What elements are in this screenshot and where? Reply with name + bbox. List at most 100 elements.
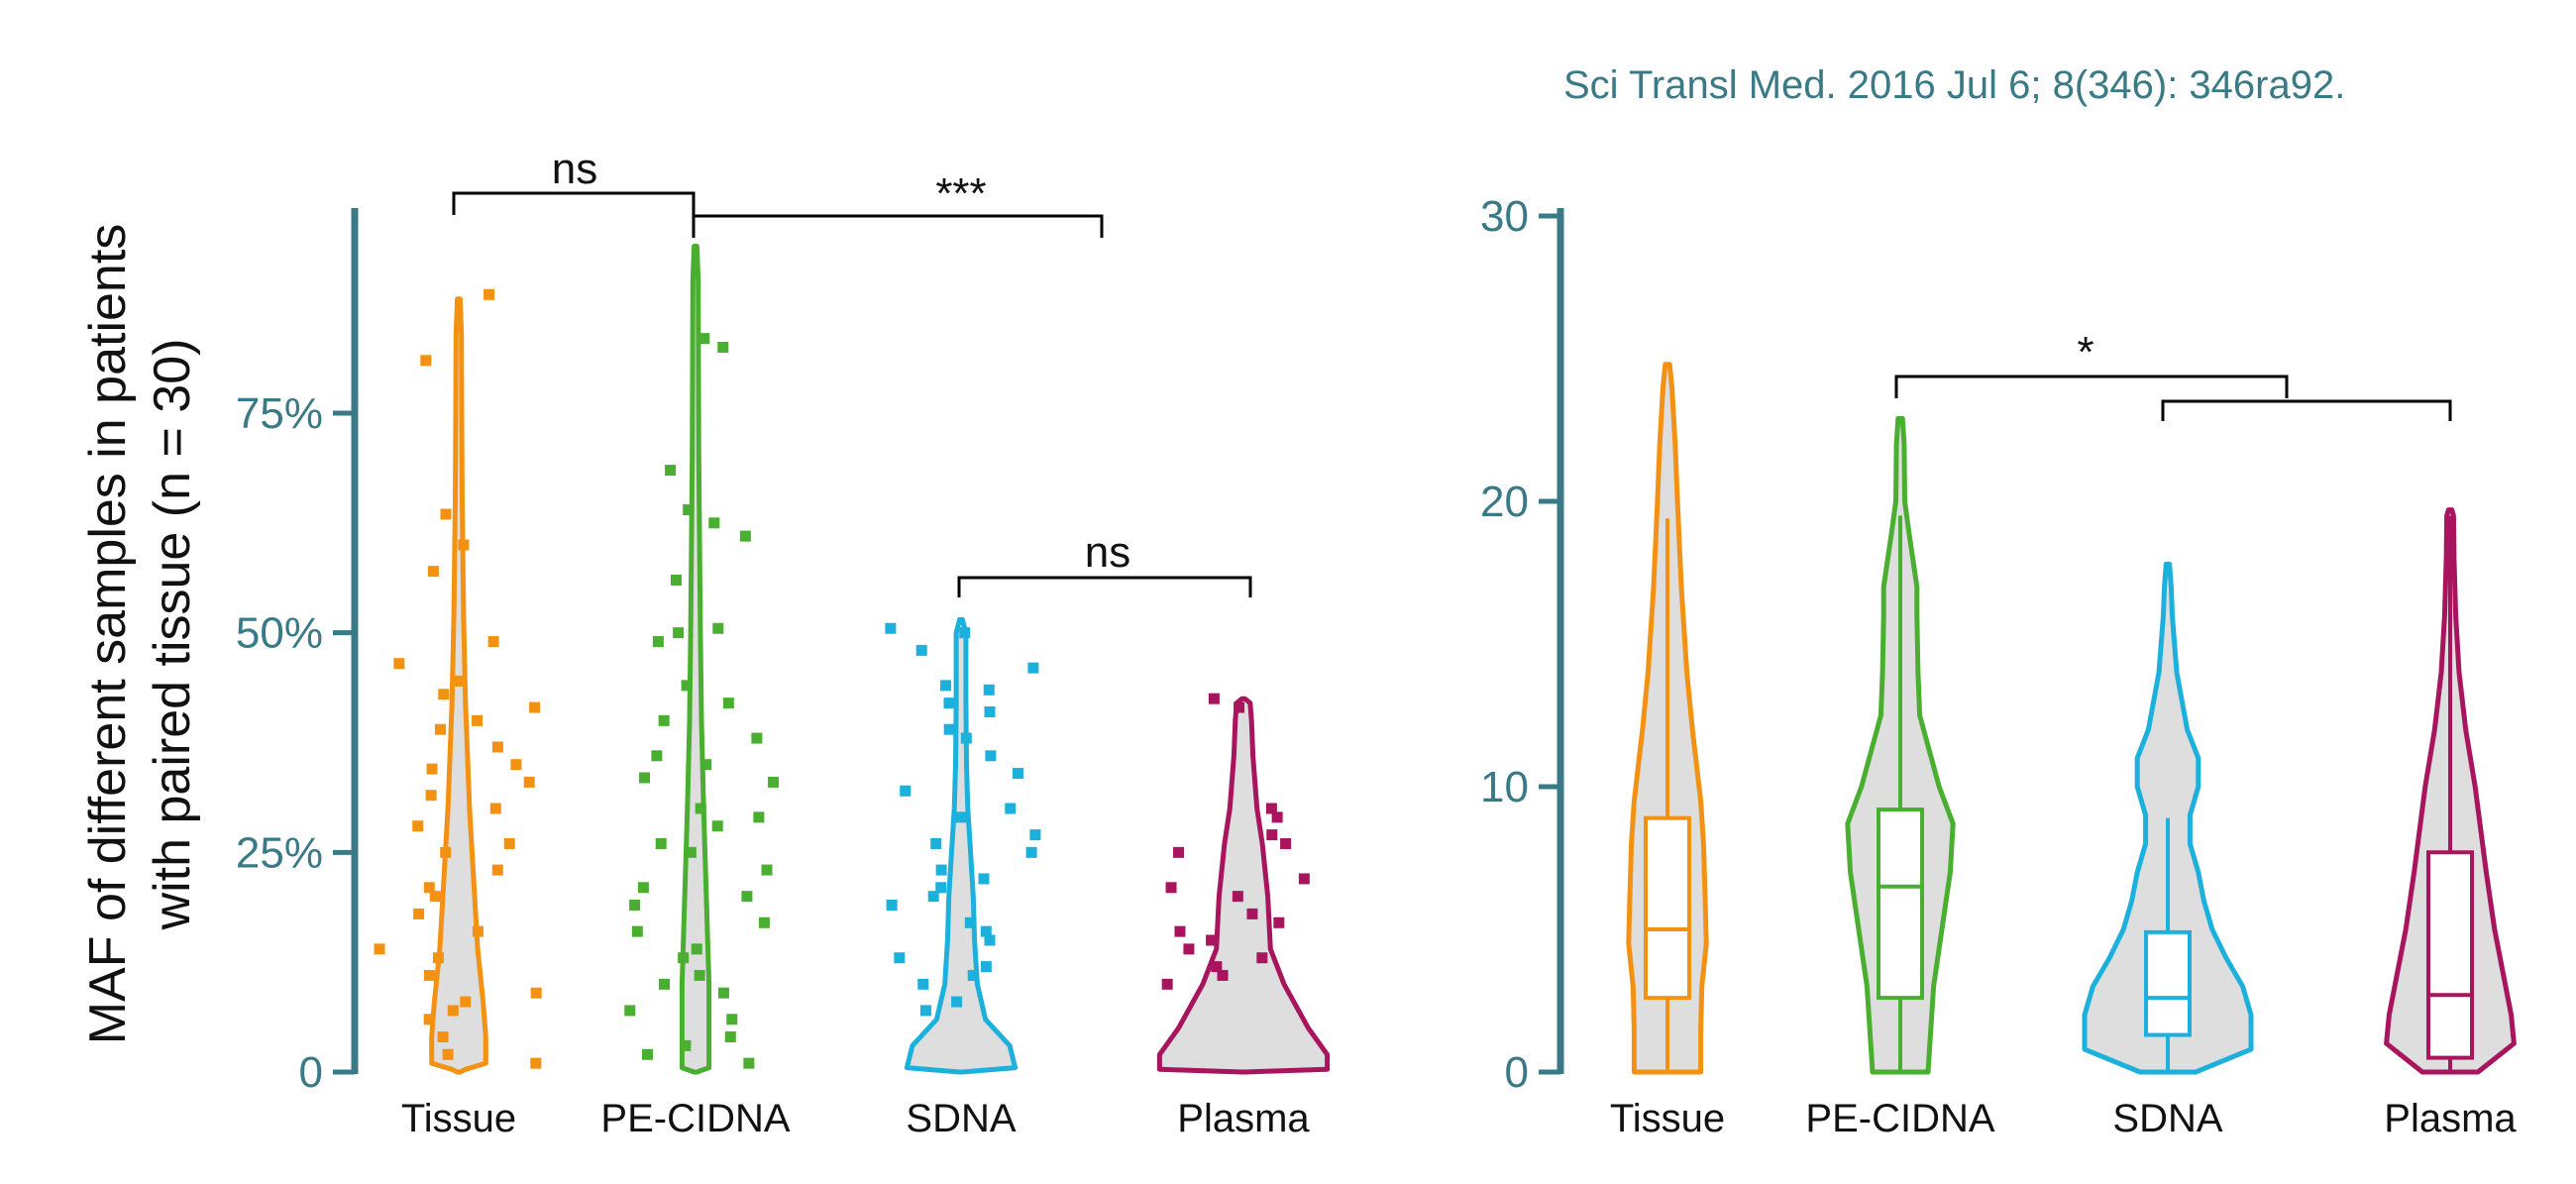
data-point-plasma <box>1206 934 1218 946</box>
data-point-tissue <box>458 539 470 551</box>
data-point-plasma <box>1280 837 1292 849</box>
data-point-tissue <box>503 837 515 849</box>
data-point-sdna <box>927 891 939 903</box>
data-point-sdna <box>967 969 979 981</box>
data-point-pe-cidna <box>767 776 779 788</box>
data-point-tissue <box>434 723 446 735</box>
data-point-sdna <box>980 925 992 937</box>
y-tick-label: 0 <box>299 1048 323 1097</box>
data-point-pe-cidna <box>691 943 702 955</box>
data-point-tissue <box>489 803 501 814</box>
data-point-tissue <box>460 996 472 1008</box>
data-point-sdna <box>886 900 898 912</box>
data-point-pe-cidna <box>712 622 724 634</box>
data-point-tissue <box>491 741 503 753</box>
data-point-pe-cidna <box>678 952 690 964</box>
data-point-tissue <box>438 689 450 700</box>
data-point-plasma <box>1265 803 1277 814</box>
data-point-sdna <box>935 882 947 894</box>
significance-label: *** <box>935 169 986 218</box>
data-point-pe-cidna <box>751 732 763 744</box>
boxplot-box-sdna <box>2144 929 2192 1037</box>
data-point-pe-cidna <box>724 1031 736 1043</box>
data-point-pe-cidna <box>698 333 710 345</box>
significance-bracket <box>692 214 1104 238</box>
data-point-plasma <box>1183 943 1195 955</box>
data-point-pe-cidna <box>753 811 765 823</box>
data-point-tissue <box>440 508 452 520</box>
data-point-pe-cidna <box>741 891 753 903</box>
data-point-sdna <box>955 811 967 823</box>
data-point-tissue <box>423 969 435 981</box>
data-point-sdna <box>951 996 963 1008</box>
significance-bracket <box>2161 399 2452 421</box>
data-point-pe-cidna <box>683 504 695 516</box>
data-point-plasma <box>1273 916 1285 928</box>
data-point-pe-cidna <box>722 698 734 709</box>
data-point-plasma <box>1211 961 1223 973</box>
x-tick-label-pe-cidna: PE-CIDNA <box>1805 1097 1994 1140</box>
data-point-tissue <box>487 636 499 648</box>
significance-bracket <box>1894 375 2289 398</box>
data-point-sdna <box>894 952 906 964</box>
data-point-pe-cidna <box>659 978 671 990</box>
significance-label: ns <box>1085 528 1130 577</box>
data-point-pe-cidna <box>631 925 643 937</box>
data-point-pe-cidna <box>658 714 670 726</box>
data-point-plasma <box>1174 925 1186 937</box>
data-point-pe-cidna <box>670 574 682 586</box>
x-tick-label-sdna: SDNA <box>2112 1097 2222 1140</box>
data-point-plasma <box>1173 846 1185 858</box>
violin-plasma <box>1156 696 1331 1075</box>
data-point-tissue <box>440 846 452 858</box>
data-point-pe-cidna <box>680 1039 692 1051</box>
data-point-tissue <box>523 776 535 788</box>
data-point-sdna <box>935 864 947 876</box>
data-point-tissue <box>413 908 425 919</box>
data-point-sdna <box>1012 768 1023 780</box>
data-point-sdna <box>943 723 955 735</box>
data-point-pe-cidna <box>651 750 663 762</box>
y-tick-label: 25% <box>236 828 323 877</box>
data-point-sdna <box>978 873 990 885</box>
y-axis-label-line: MAF of different samples in patients <box>79 224 137 1045</box>
data-point-tissue <box>420 355 432 367</box>
data-point-tissue <box>491 864 503 876</box>
data-point-sdna <box>919 1005 931 1017</box>
data-point-sdna <box>915 644 927 656</box>
data-point-sdna <box>930 837 942 849</box>
data-point-tissue <box>423 882 435 894</box>
data-point-plasma <box>1208 693 1220 704</box>
chart-panel-1: 0 25% 50% 75% MAF of different samples in pa… <box>79 145 1331 1140</box>
data-point-pe-cidna <box>673 627 685 639</box>
data-point-pe-cidna <box>761 864 773 876</box>
significance-label: * <box>2077 328 2093 377</box>
data-point-plasma <box>1234 701 1245 713</box>
data-point-plasma <box>1298 873 1310 885</box>
significance-bracket <box>957 576 1252 597</box>
data-point-tissue <box>529 701 541 713</box>
data-point-plasma <box>1217 969 1229 981</box>
data-point-tissue <box>374 943 385 955</box>
data-point-sdna <box>959 627 971 639</box>
data-point-sdna <box>984 705 996 717</box>
data-point-pe-cidna <box>695 803 706 814</box>
x-tick-label-plasma: Plasma <box>1177 1097 1310 1140</box>
y-tick-label: 20 <box>1480 478 1529 526</box>
data-point-sdna <box>1029 829 1041 841</box>
data-point-pe-cidna <box>624 1005 636 1017</box>
data-point-tissue <box>483 288 495 300</box>
data-point-pe-cidna <box>717 342 729 353</box>
data-point-tissue <box>423 1014 435 1025</box>
data-point-pe-cidna <box>726 1014 738 1025</box>
data-point-pe-cidna <box>685 846 697 858</box>
data-point-tissue <box>510 759 522 771</box>
data-point-pe-cidna <box>708 517 720 529</box>
data-point-pe-cidna <box>652 636 664 648</box>
data-point-pe-cidna <box>637 882 649 894</box>
data-point-plasma <box>1266 829 1278 841</box>
data-point-pe-cidna <box>665 465 677 477</box>
x-tick-label-tissue: Tissue <box>1610 1097 1725 1140</box>
